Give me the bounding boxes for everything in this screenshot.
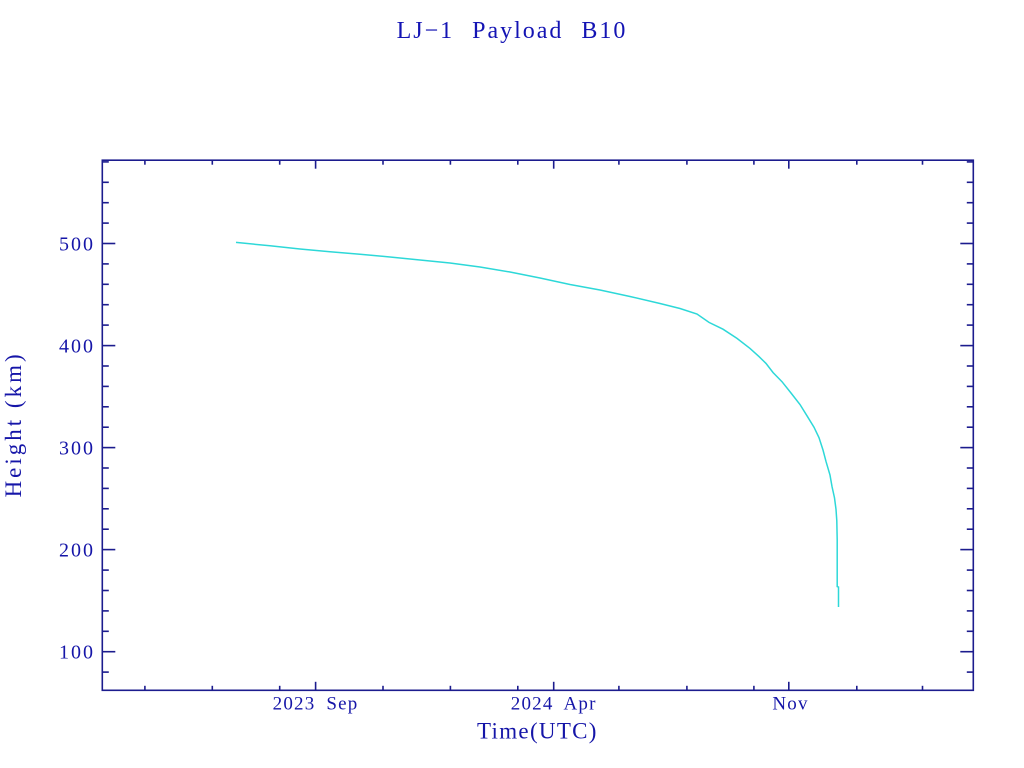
- svg-text:500: 500: [59, 234, 95, 256]
- svg-text:LJ−1 Payload B10: LJ−1 Payload B10: [397, 18, 628, 44]
- svg-text:Time(UTC): Time(UTC): [477, 719, 598, 744]
- svg-text:400: 400: [59, 336, 95, 358]
- svg-text:2024 Apr: 2024 Apr: [511, 694, 597, 715]
- svg-text:300: 300: [59, 438, 95, 460]
- svg-text:2023 Sep: 2023 Sep: [273, 694, 359, 715]
- svg-text:200: 200: [59, 540, 95, 562]
- svg-text:Nov: Nov: [772, 694, 808, 715]
- svg-text:100: 100: [59, 642, 95, 664]
- svg-text:Height (km): Height (km): [1, 351, 26, 497]
